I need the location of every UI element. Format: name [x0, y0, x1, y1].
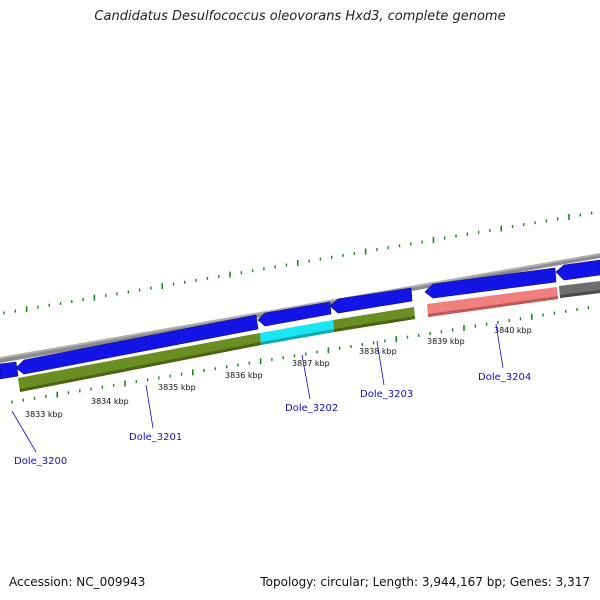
leader-line-dole-3203 — [376, 340, 385, 386]
tick-label-3840: 3840 kbp — [494, 326, 532, 335]
scale-tick-labels: 3833 kbp 3834 kbp 3835 kbp 3836 kbp 3837… — [25, 326, 532, 419]
gene-label-dole-3200[interactable]: Dole_3200 — [14, 456, 67, 467]
tick-label-3839: 3839 kbp — [427, 337, 465, 346]
gene-leader-lines — [11, 323, 504, 453]
tick-label-3837: 3837 kbp — [292, 359, 330, 368]
tick-label-3838: 3838 kbp — [359, 347, 397, 356]
upper-tick-row — [3, 211, 593, 315]
cds-arrow-dole-3202[interactable] — [257, 301, 332, 327]
genome-summary-text: Topology: circular; Length: 3,944,167 bp… — [260, 575, 590, 589]
cds-arrow-dole-3200[interactable] — [0, 361, 19, 380]
leader-line-dole-3200 — [11, 410, 37, 453]
cds-arrow-dole-3203[interactable] — [329, 287, 413, 314]
gene-bar-dole-3203-shadow — [334, 316, 415, 332]
tick-label-3833: 3833 kbp — [25, 410, 63, 419]
gene-bar-next-shadow — [560, 290, 600, 298]
genome-title: Candidatus Desulfococcus oleovorans Hxd3… — [94, 9, 506, 24]
leader-line-dole-3201 — [145, 384, 154, 429]
gene-label-dole-3201[interactable]: Dole_3201 — [129, 432, 182, 443]
tick-label-3836: 3836 kbp — [225, 371, 263, 380]
gene-bar-dole-3201-shadow — [20, 342, 261, 392]
gene-bar-dole-3204[interactable] — [427, 287, 558, 317]
gene-label-dole-3203[interactable]: Dole_3203 — [360, 389, 413, 400]
cds-arrow-dole-3204[interactable] — [424, 267, 557, 299]
backbone-line-light — [0, 253, 600, 359]
gene-label-dole-3202[interactable]: Dole_3202 — [285, 403, 338, 414]
leader-line-dole-3204 — [495, 323, 504, 369]
gene-bar-dole-3202-shadow — [261, 329, 334, 345]
cds-arrow-dole-3201[interactable] — [15, 314, 259, 375]
gene-bar-dole-3204-shadow — [428, 296, 558, 317]
gene-bar-dole-3203[interactable] — [333, 307, 415, 332]
leader-line-dole-3202 — [301, 354, 311, 400]
gene-bar-dole-3202[interactable] — [260, 320, 334, 345]
tick-label-3834: 3834 kbp — [91, 397, 129, 406]
lower-tick-row — [11, 306, 589, 404]
gene-label-dole-3204[interactable]: Dole_3204 — [478, 372, 531, 383]
tick-label-3835: 3835 kbp — [158, 383, 196, 392]
gene-bar-dole-3201[interactable] — [18, 333, 261, 392]
cds-arrow-next[interactable] — [555, 259, 600, 281]
accession-text: Accession: NC_009943 — [9, 575, 146, 589]
